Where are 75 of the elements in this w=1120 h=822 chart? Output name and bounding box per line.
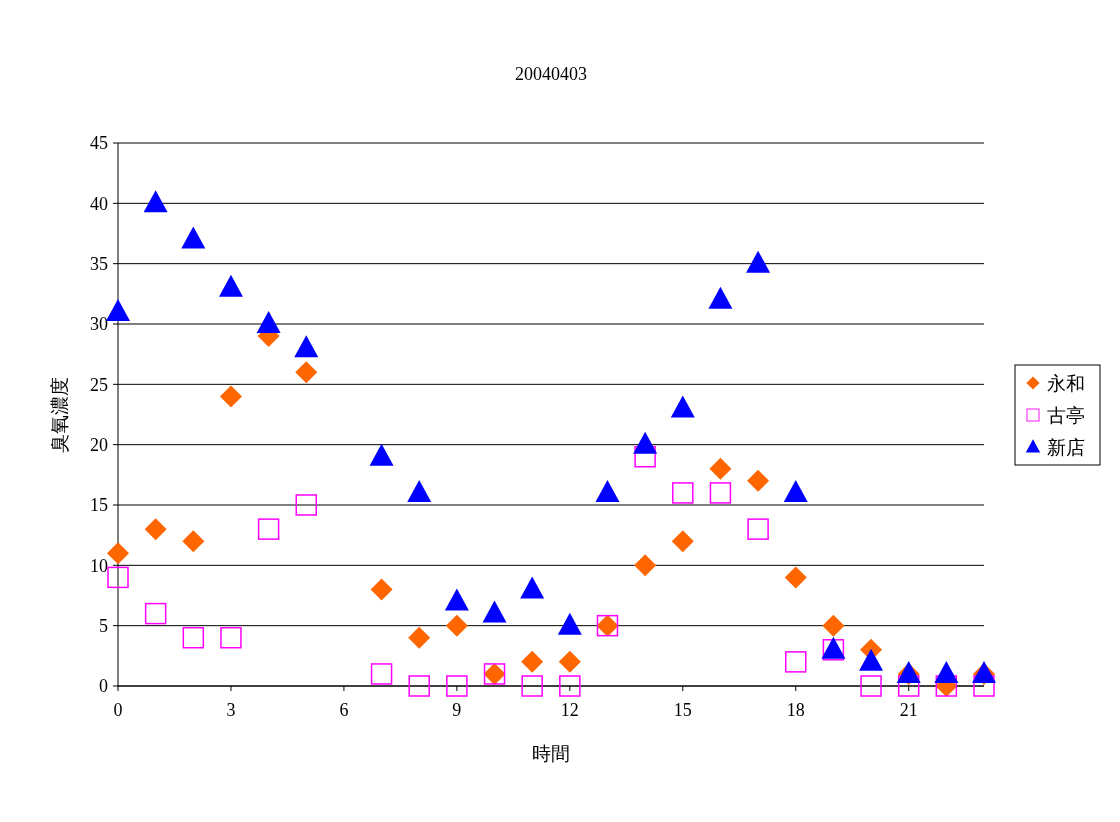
- y-tick-label: 45: [90, 133, 108, 154]
- point: [408, 675, 430, 697]
- y-tick-label: 30: [90, 314, 108, 335]
- y-tick-label: 35: [90, 253, 108, 274]
- point: [369, 443, 394, 466]
- point: [407, 479, 432, 502]
- point: [672, 482, 694, 504]
- point: [633, 431, 658, 454]
- point: [521, 650, 544, 673]
- point: [709, 482, 732, 504]
- point: [446, 675, 468, 697]
- legend-label: 古亭: [1047, 404, 1085, 426]
- x-tick-label: 3: [226, 700, 236, 720]
- point: [181, 226, 206, 249]
- point: [294, 335, 319, 358]
- x-tick-label: 9: [452, 700, 462, 720]
- point: [634, 554, 657, 577]
- x-tick-label: 6: [339, 700, 349, 720]
- point: [144, 602, 167, 625]
- point: [747, 518, 769, 540]
- y-tick-label: 5: [99, 615, 108, 636]
- y-tick-label: 0: [99, 676, 108, 697]
- point: [144, 518, 167, 541]
- point: [295, 494, 318, 516]
- point: [520, 576, 545, 599]
- x-tick-label: 0: [113, 700, 123, 720]
- y-tick-label: 10: [90, 555, 108, 576]
- point: [559, 675, 581, 697]
- x-tick-label: 18: [786, 700, 805, 720]
- chart-title: 20040403: [515, 64, 587, 84]
- y-tick-label: 40: [90, 193, 108, 214]
- legend-label: 永和: [1047, 372, 1085, 394]
- point: [670, 395, 695, 418]
- legend-label: 新店: [1047, 436, 1085, 458]
- y-tick-label: 15: [90, 495, 108, 516]
- point: [370, 578, 393, 601]
- point: [444, 588, 469, 611]
- point: [747, 469, 770, 492]
- point: [257, 518, 280, 540]
- point: [220, 626, 242, 649]
- point: [822, 614, 845, 637]
- point: [783, 479, 808, 502]
- point: [445, 614, 468, 637]
- point: [784, 566, 807, 589]
- x-tick-label: 21: [899, 700, 918, 720]
- point: [558, 650, 581, 673]
- point: [370, 663, 393, 685]
- point: [219, 385, 242, 408]
- point: [521, 675, 543, 697]
- point: [143, 190, 168, 213]
- point: [182, 530, 205, 553]
- point: [182, 626, 205, 649]
- point: [595, 479, 620, 502]
- x-axis-title: 時間: [532, 743, 570, 764]
- point: [218, 274, 243, 297]
- y-axis-title: 臭氧濃度: [49, 376, 70, 453]
- x-tick-label: 12: [560, 700, 579, 720]
- point: [784, 651, 807, 673]
- point: [746, 250, 771, 273]
- point: [709, 457, 732, 480]
- point: [708, 286, 733, 309]
- point: [107, 542, 129, 565]
- point: [256, 311, 281, 333]
- point: [557, 612, 582, 635]
- point: [106, 298, 130, 321]
- point: [482, 600, 507, 623]
- point: [408, 626, 431, 649]
- point: [671, 530, 694, 553]
- point: [860, 675, 882, 697]
- x-tick-label: 15: [673, 700, 692, 720]
- y-tick-label: 20: [90, 434, 108, 455]
- y-tick-label: 25: [90, 374, 108, 395]
- point: [897, 675, 920, 697]
- point: [107, 566, 129, 589]
- point: [295, 361, 318, 384]
